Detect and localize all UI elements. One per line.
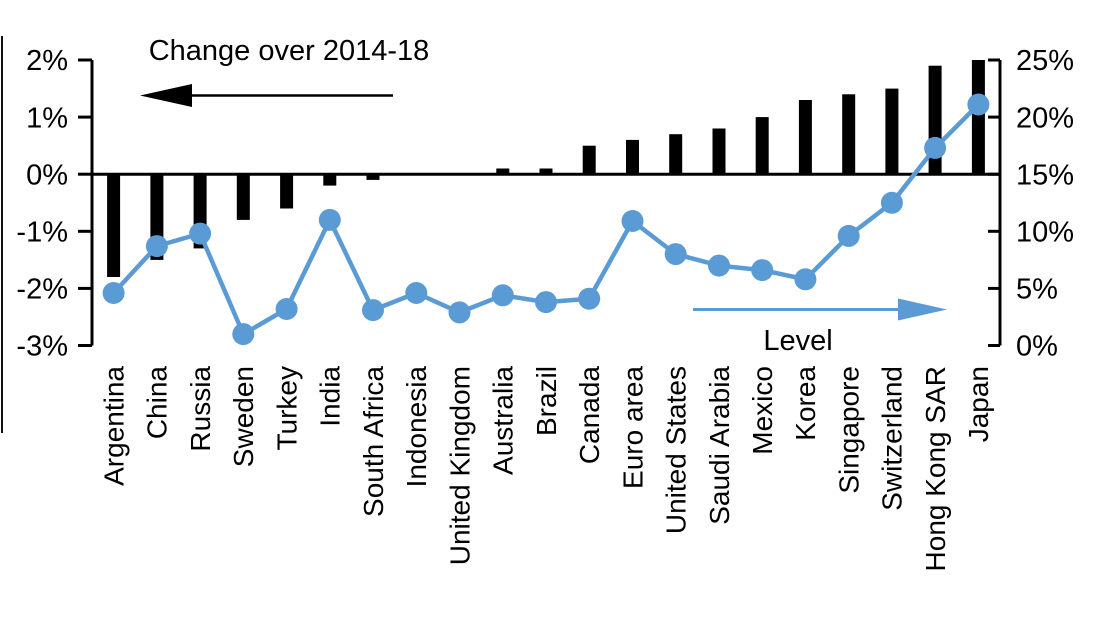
category-label-russia: Russia — [185, 366, 216, 452]
left-series-annotation: Change over 2014-18 — [148, 35, 430, 67]
bar-turkey — [280, 174, 294, 209]
right-axis-tick-label: 10% — [1016, 216, 1074, 248]
bar-singapore — [842, 94, 856, 175]
bar-canada — [582, 145, 596, 175]
marker-argentina — [102, 282, 125, 304]
right-axis-tick-label: 20% — [1016, 102, 1074, 134]
left-axis-tick-label: 0% — [26, 159, 68, 191]
category-labels: Argentina China Russia Sweden Turkey India Sou… — [98, 366, 994, 572]
category-label-sweden: Sweden — [228, 366, 259, 467]
bar-sweden — [236, 174, 250, 220]
bar-india — [323, 174, 337, 186]
category-label-mexico: Mexico — [747, 366, 778, 455]
category-label-indonesia: Indonesia — [401, 366, 432, 488]
category-label-brazil: Brazil — [531, 366, 562, 436]
category-label-euro-area: Euro area — [617, 366, 648, 489]
marker-korea — [794, 268, 817, 291]
marker-switzerland — [880, 191, 903, 214]
bar-mexico — [755, 117, 769, 175]
marker-euro-area — [621, 210, 644, 232]
marker-china — [145, 235, 168, 258]
marker-united-states — [664, 243, 687, 266]
marker-japan — [967, 93, 990, 116]
marker-sweden — [232, 323, 255, 346]
marker-singapore — [837, 224, 860, 247]
category-label-argentina: Argentina — [98, 366, 129, 486]
category-label-china: China — [142, 366, 173, 440]
category-label-south-africa: South Africa — [358, 366, 389, 517]
category-label-japan: Japan — [963, 366, 994, 442]
left-axis-tick-label: 1% — [26, 102, 68, 134]
category-label-united-states: United States — [661, 366, 692, 534]
marker-australia — [491, 284, 514, 307]
category-label-hong-kong-sar: Hong Kong SAR — [920, 366, 951, 571]
bar-united-states — [669, 134, 683, 175]
change-left-arrow-icon — [140, 84, 393, 107]
marker-indonesia — [405, 282, 428, 304]
right-axis-labels: 25% 20% 15% 10% 5% 0% — [1016, 45, 1074, 363]
left-axis-tick-label: -3% — [16, 331, 68, 363]
right-axis-tick-label: 5% — [1016, 274, 1058, 306]
marker-hong-kong-sar — [924, 136, 947, 159]
line-series — [102, 93, 990, 346]
bar-australia — [496, 168, 510, 175]
marker-saudi-arabia — [708, 254, 730, 277]
marker-turkey — [275, 298, 298, 320]
marker-india — [318, 208, 341, 231]
left-axis-tick-label: -1% — [16, 216, 68, 248]
bar-japan — [971, 60, 985, 175]
bar-korea — [798, 100, 812, 175]
right-axis-tick-label: 25% — [1016, 45, 1074, 77]
right-axis-tick-label: 15% — [1016, 159, 1074, 191]
bar-switzerland — [885, 88, 899, 175]
category-label-turkey: Turkey — [271, 366, 302, 451]
category-label-saudi-arabia: Saudi Arabia — [704, 366, 735, 525]
bar-brazil — [539, 168, 553, 175]
left-axis-tick-label: 2% — [26, 45, 68, 77]
level-right-arrow-icon — [693, 298, 947, 321]
marker-united-kingdom — [448, 301, 471, 324]
right-series-annotation: Level — [763, 325, 833, 357]
bars-layer — [107, 60, 985, 277]
bar-argentina — [107, 174, 121, 277]
marker-russia — [189, 222, 212, 245]
left-axis-labels: 2% 1% 0% -1% -2% -3% — [16, 45, 68, 363]
marker-mexico — [751, 259, 774, 282]
right-axis-tick-label: 0% — [1016, 331, 1058, 363]
category-label-australia: Australia — [488, 366, 519, 475]
category-label-united-kingdom: United Kingdom — [444, 366, 475, 565]
marker-brazil — [535, 291, 557, 314]
marker-south-africa — [362, 299, 384, 322]
category-label-switzerland: Switzerland — [877, 366, 908, 511]
category-label-india: India — [315, 366, 346, 427]
left-axis-tick-label: -2% — [16, 274, 68, 306]
marker-canada — [578, 287, 601, 310]
right-axis — [988, 58, 1002, 347]
category-label-singapore: Singapore — [834, 366, 865, 494]
bar-south-africa — [366, 174, 380, 180]
category-label-canada: Canada — [574, 366, 605, 465]
bar-saudi-arabia — [712, 128, 726, 175]
category-label-korea: Korea — [790, 366, 821, 441]
bar-euro-area — [626, 139, 639, 175]
left-axis — [78, 58, 94, 347]
